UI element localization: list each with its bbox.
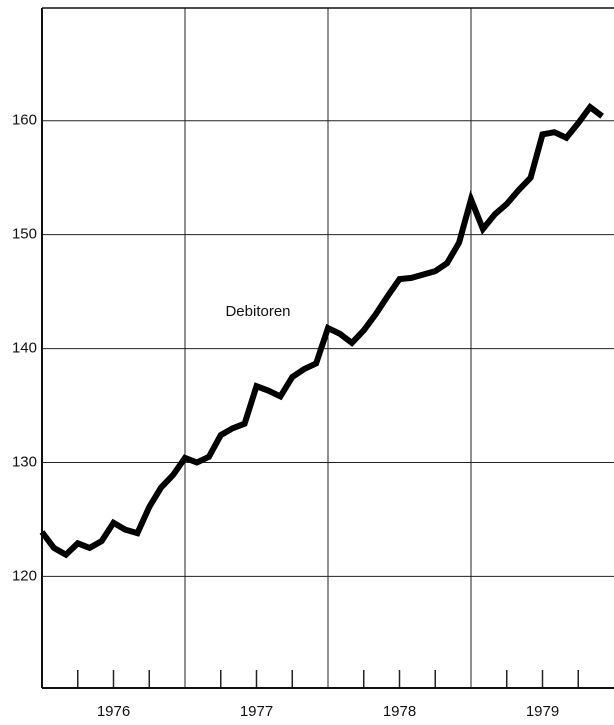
x-tick-label: 1978 xyxy=(383,703,416,720)
y-tick-label: 120 xyxy=(12,567,37,584)
y-tick-label: 140 xyxy=(12,340,37,357)
y-tick-label: 130 xyxy=(12,453,37,470)
y-tick-label: 150 xyxy=(12,226,37,243)
y-tick-label: 160 xyxy=(12,112,37,129)
annotation: Debitoren xyxy=(225,303,290,320)
x-tick-label: 1979 xyxy=(526,703,559,720)
x-tick-label: 1976 xyxy=(97,703,130,720)
x-tick-label: 1977 xyxy=(240,703,273,720)
line xyxy=(39,102,604,559)
